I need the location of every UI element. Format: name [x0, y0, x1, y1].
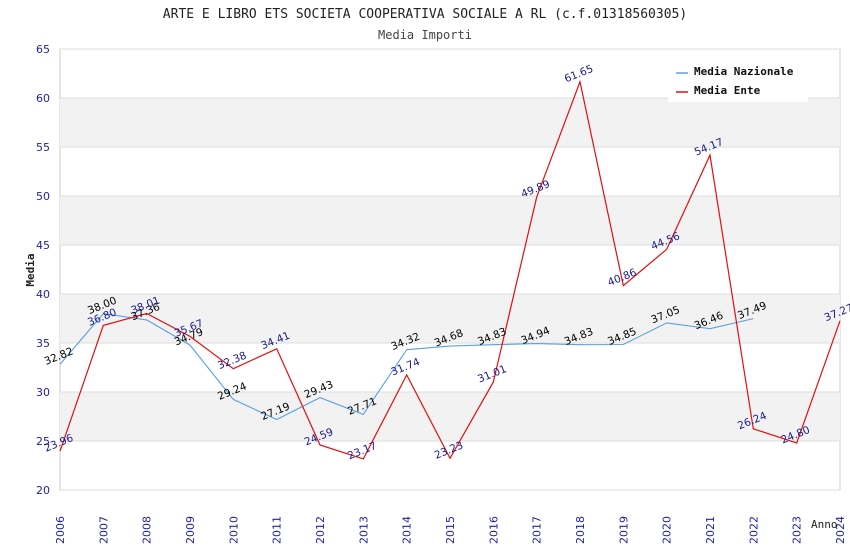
x-tick-label: 2008	[141, 516, 154, 544]
x-tick-label: 2020	[661, 516, 674, 544]
x-tick-label: 2010	[227, 516, 240, 544]
x-axis-label: Anno	[811, 518, 838, 531]
grid-band	[60, 294, 840, 343]
y-tick-label: 50	[36, 190, 50, 203]
x-tick-label: 2012	[314, 516, 327, 544]
series-lines	[59, 79, 841, 460]
x-tick-label: 2021	[704, 516, 717, 544]
grid-bands	[59, 48, 841, 491]
legend-label-nazionale: Media Nazionale	[694, 65, 794, 78]
legend: Media Nazionale Media Ente	[668, 60, 808, 102]
y-tick-label: 40	[36, 288, 50, 301]
x-tick-label: 2019	[617, 516, 630, 544]
x-tick-label: 2009	[184, 516, 197, 544]
x-tick-label: 2016	[487, 516, 500, 544]
y-tick-label: 20	[36, 484, 50, 497]
y-axis-ticks: 20 25 30 35 40 45 50 55 60 65	[36, 43, 50, 497]
x-tick-label: 2014	[401, 516, 414, 544]
x-tick-label: 2011	[271, 516, 284, 544]
series-line-ente	[59, 79, 841, 460]
y-tick-label: 45	[36, 239, 50, 252]
chart-subtitle: Media Importi	[378, 28, 472, 42]
grid-band	[60, 98, 840, 147]
chart-title: ARTE E LIBRO ETS SOCIETA COOPERATIVA SOC…	[163, 7, 687, 22]
legend-label-ente: Media Ente	[694, 84, 761, 97]
series-line-nazionale	[59, 313, 754, 421]
x-axis-ticks: 2006 2007 2008 2009 2010 2011 2012 2013 2014 2015…	[54, 516, 847, 544]
x-tick-label: 2022	[747, 516, 760, 544]
x-tick-label: 2017	[531, 516, 544, 544]
grid-band	[60, 196, 840, 245]
x-tick-label: 2007	[97, 516, 110, 544]
x-tick-label: 2006	[54, 516, 67, 544]
x-tick-label: 2024	[834, 516, 847, 544]
y-tick-label: 35	[36, 337, 50, 350]
y-tick-label: 60	[36, 92, 50, 105]
x-tick-label: 2015	[444, 516, 457, 544]
y-tick-label: 55	[36, 141, 50, 154]
x-tick-label: 2018	[574, 516, 587, 544]
grid-band	[60, 392, 840, 441]
y-tick-label: 25	[36, 435, 50, 448]
grid-lines	[60, 48, 840, 491]
legend-box	[668, 60, 808, 102]
y-tick-label: 65	[36, 43, 50, 56]
x-tick-label: 2013	[357, 516, 370, 544]
y-axis-label: Media	[24, 253, 37, 286]
y-tick-label: 30	[36, 386, 50, 399]
x-tick-label: 2023	[791, 516, 804, 544]
